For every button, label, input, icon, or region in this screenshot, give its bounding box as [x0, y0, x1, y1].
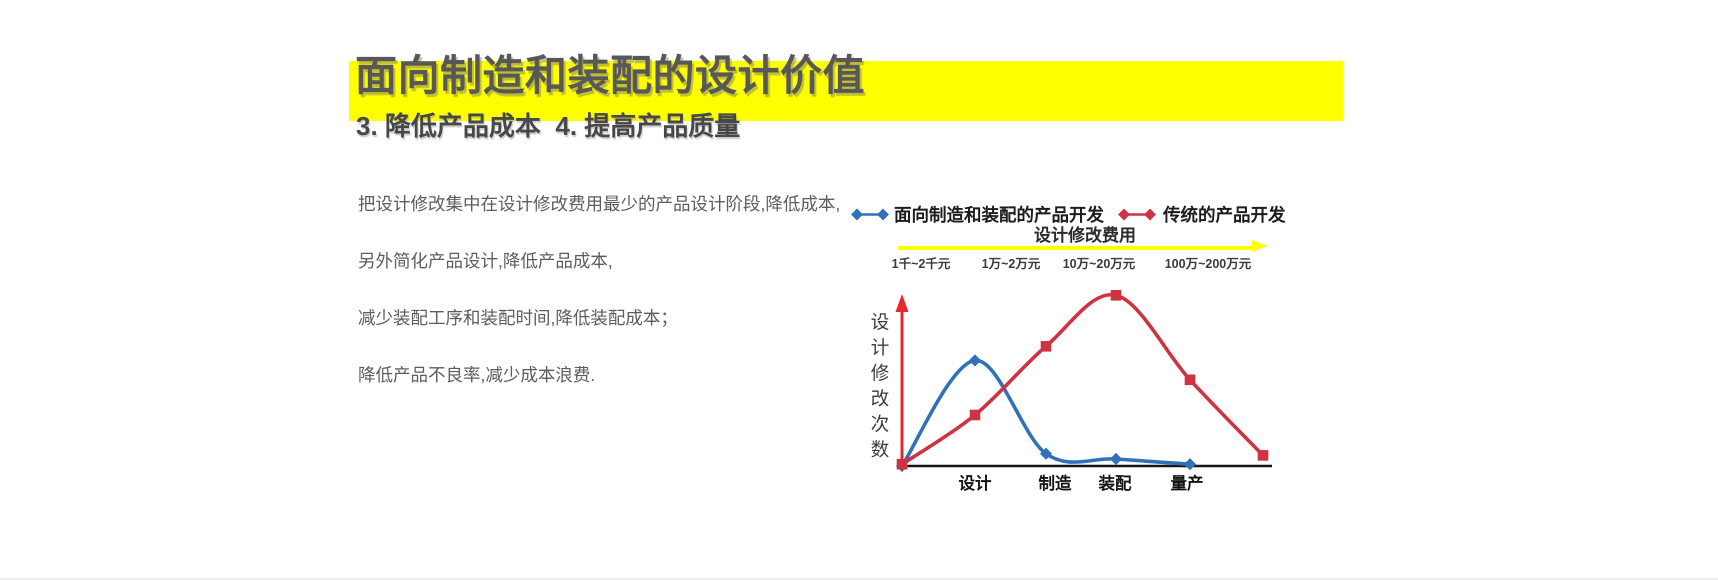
- square-marker: [1110, 290, 1122, 301]
- body-paragraph: 把设计修改集中在设计修改费用最少的产品设计阶段,降低成本,: [358, 194, 841, 214]
- body-paragraph: 另外简化产品设计,降低产品成本,: [358, 251, 613, 271]
- y-axis-label: 设计修改次数: [869, 312, 890, 465]
- title-highlight-band: [349, 61, 1343, 121]
- series-line: [900, 358, 1192, 468]
- cost-arrow-head-icon: [1252, 240, 1268, 252]
- slide-bottom-edge: [0, 578, 1718, 580]
- diamond-marker: [1109, 452, 1123, 466]
- square-marker: [1184, 374, 1196, 386]
- traditional-legend-marker-icon: [1118, 208, 1156, 221]
- slide-title: 面向制造和装配的设计价值: [355, 52, 866, 99]
- square-marker: [1257, 450, 1269, 461]
- stage-label: 装配: [1098, 475, 1132, 493]
- slide-subtitle: 3. 降低产品成本 4. 提高产品质量: [356, 111, 741, 141]
- cost-axis-arrow: [898, 246, 1254, 250]
- cost-label: 100万~200万元: [1164, 257, 1252, 271]
- cost-label: 1万~2万元: [981, 257, 1041, 271]
- cost-label: 1千~2千元: [891, 257, 951, 271]
- stage-label: 量产: [1170, 475, 1204, 493]
- series-line: [900, 293, 1265, 467]
- y-axis-arrow-icon: [895, 294, 909, 312]
- body-text: 把设计修改集中在设计修改费用最少的产品设计阶段,降低成本, 另外简化产品设计,降…: [358, 194, 841, 422]
- square-marker: [896, 458, 908, 470]
- cost-label: 10万~20万元: [1062, 257, 1136, 271]
- square-marker: [1040, 341, 1052, 352]
- series-group: [895, 290, 1269, 473]
- modification-count-chart: [895, 290, 1272, 473]
- stage-label: 设计: [958, 475, 992, 493]
- square-marker: [969, 409, 981, 421]
- stage-label: 制造: [1038, 475, 1072, 493]
- cost-axis-title: 设计修改费用: [1034, 226, 1136, 245]
- traditional-legend-label: 传统的产品开发: [1163, 205, 1286, 225]
- diamond-marker: [968, 354, 982, 367]
- dfma-legend-marker-icon: [851, 208, 889, 221]
- diamond-marker: [1039, 447, 1053, 460]
- body-paragraph: 降低产品不良率,减少成本浪费.: [358, 365, 596, 385]
- diamond-marker: [1183, 458, 1197, 471]
- chart-legend: 面向制造和装配的产品开发 传统的产品开发: [851, 202, 1286, 227]
- body-paragraph: 减少装配工序和装配时间,降低装配成本；: [358, 308, 678, 328]
- dfma-legend-label: 面向制造和装配的产品开发: [894, 205, 1104, 225]
